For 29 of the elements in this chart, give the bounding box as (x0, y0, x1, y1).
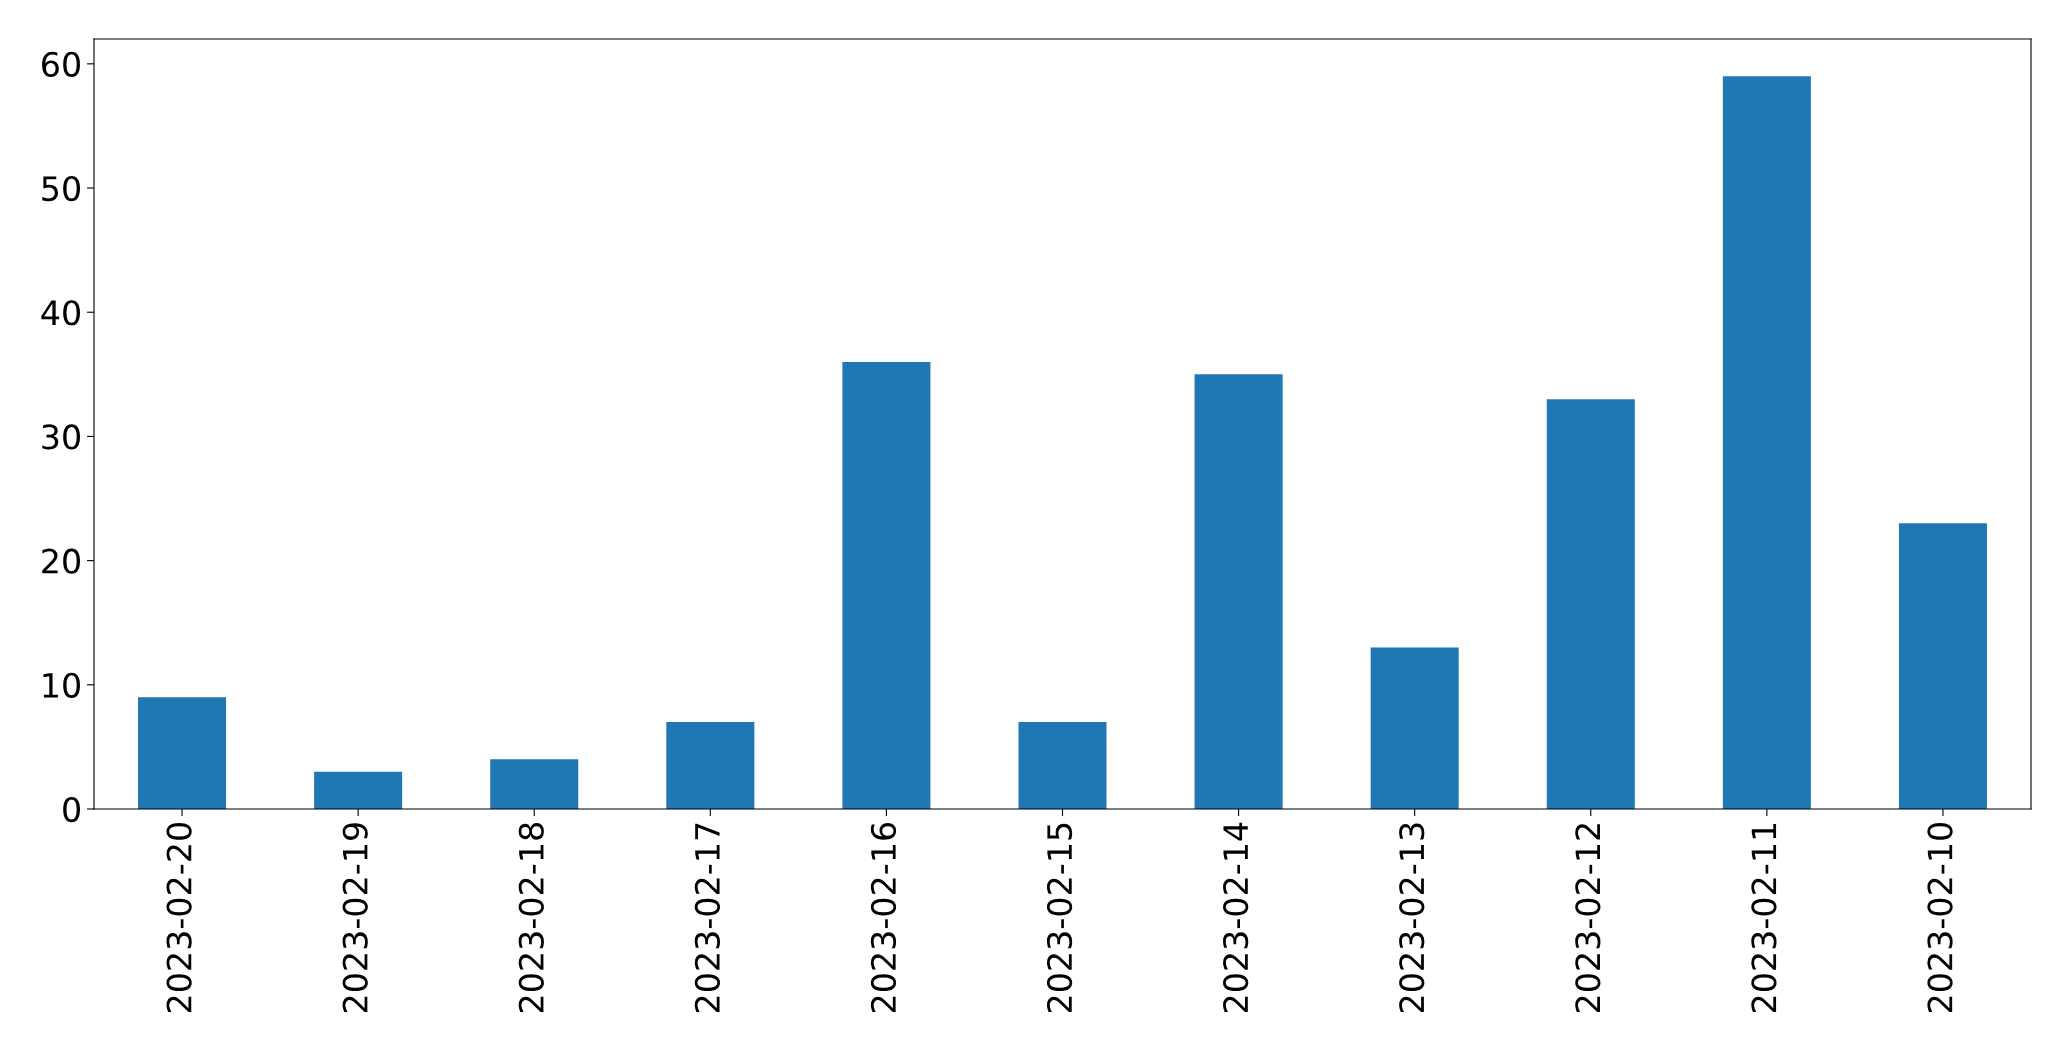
bar (1370, 647, 1459, 809)
x-tick-label: 2023-02-16 (870, 822, 897, 1013)
bar (138, 697, 227, 809)
bar (842, 361, 931, 809)
x-tick-label: 2023-02-18 (518, 823, 544, 1013)
y-tick-label: 30 (42, 424, 80, 450)
y-tick-label: 50 (42, 175, 80, 202)
y-tick-label: 10 (43, 672, 80, 698)
x-tick-label: 2023-02-13 (1399, 823, 1425, 1013)
x-tick-label: 2023-02-11 (1751, 823, 1777, 1013)
y-tick-label: 40 (41, 300, 80, 326)
x-tick-label: 2023-02-15 (1046, 823, 1073, 1013)
bar (314, 771, 403, 809)
y-tick-label: 60 (42, 51, 80, 77)
x-tick-label: 2023-02-20 (166, 823, 192, 1013)
y-tick-label: 0 (63, 796, 80, 823)
x-tick-label: 2023-02-19 (342, 823, 368, 1013)
x-tick-label: 2023-02-10 (1927, 823, 1953, 1013)
y-tick-label: 20 (42, 548, 80, 574)
x-tick-label: 2023-02-17 (694, 823, 720, 1013)
bar (1722, 76, 1811, 809)
x-tick-label: 2023-02-14 (1223, 822, 1249, 1013)
bar (1018, 722, 1107, 809)
x-tick-label: 2023-02-12 (1575, 824, 1601, 1013)
bar (1898, 523, 1987, 809)
bar (1546, 399, 1635, 809)
bar (1194, 374, 1283, 809)
bar (490, 759, 579, 809)
bar (666, 722, 755, 809)
